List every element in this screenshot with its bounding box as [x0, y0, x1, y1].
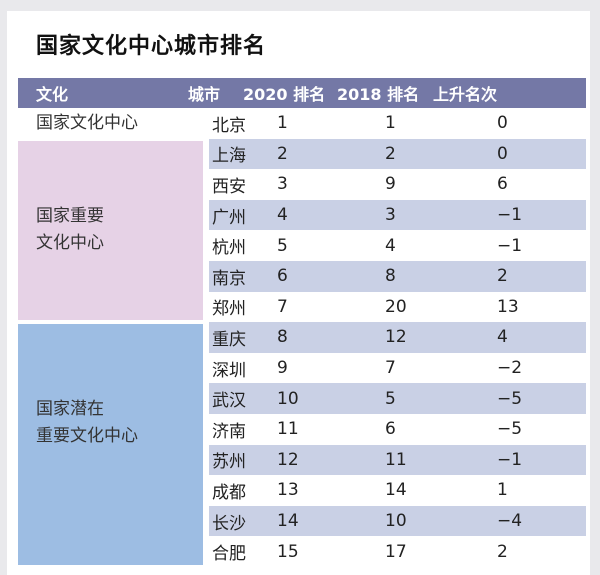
group-label-line: 文化中心 [36, 233, 104, 254]
cell-rank2020: 13 [277, 480, 299, 501]
table-row: 长沙 14 10 −4 [209, 505, 586, 537]
column-header-city: 城市 [188, 85, 221, 104]
cell-change: 0 [497, 143, 508, 164]
group-cell: 国家文化中心 [18, 108, 203, 139]
cell-city: 武汉 [212, 391, 246, 412]
group-cell: 国家潜在重要文化中心 [18, 324, 203, 565]
cell-rank2020: 10 [277, 388, 299, 409]
photo-edge-right [590, 0, 600, 575]
group-cell: 国家重要 文化中心 [18, 140, 203, 321]
cell-change: −2 [497, 358, 523, 379]
cell-rank2018: 10 [385, 511, 407, 532]
cell-rank2020: 9 [277, 358, 288, 379]
cell-rank2020: 2 [277, 143, 288, 164]
cell-change: 1 [497, 480, 508, 501]
cell-change: 13 [497, 296, 519, 317]
page-title: 国家文化中心城市排名 [36, 34, 267, 59]
cell-change: −4 [497, 511, 523, 532]
table-row: 郑州 7 20 13 [209, 292, 586, 323]
cell-rank2018: 14 [385, 480, 407, 501]
cell-rank2018: 3 [385, 205, 396, 226]
cell-city: 济南 [212, 421, 246, 442]
cell-city: 上海 [212, 146, 246, 167]
table-row: 成都 13 14 1 [209, 475, 586, 506]
column-header-change: 上升名次 [433, 85, 498, 104]
group-label-line: 重要文化中心 [36, 425, 138, 446]
cell-rank2020: 7 [277, 296, 288, 317]
cell-change: 2 [497, 541, 508, 562]
cell-rank2020: 3 [277, 174, 288, 195]
cell-city: 苏州 [212, 452, 246, 473]
cell-city: 重庆 [212, 329, 246, 350]
cell-change: 4 [497, 327, 508, 348]
table-header-row: 文化 城市 2020 排名 2018 排名 上升名次 [18, 78, 586, 108]
cell-change: −1 [497, 205, 523, 226]
table-row: 合肥 15 17 2 [209, 536, 586, 567]
table-row: 南京 6 8 2 [209, 260, 586, 292]
cell-city: 杭州 [212, 238, 246, 259]
cell-rank2018: 20 [385, 296, 407, 317]
table-row: 杭州 5 4 −1 [209, 230, 586, 261]
ranking-table: 文化 城市 2020 排名 2018 排名 上升名次 北京 1 1 0 上海 2 2 0 西安 3… [18, 78, 586, 565]
cell-rank2018: 9 [385, 174, 396, 195]
table-row: 重庆 8 12 4 [209, 322, 586, 353]
column-header-rank2020: 2020 排名 [243, 85, 326, 104]
cell-change: −1 [497, 235, 523, 256]
cell-rank2020: 11 [277, 419, 299, 440]
cell-city: 广州 [212, 207, 246, 228]
cell-city: 长沙 [212, 513, 246, 534]
photo-edge-left [0, 0, 7, 575]
cell-change: 6 [497, 174, 508, 195]
cell-rank2018: 8 [385, 266, 396, 287]
cell-rank2020: 12 [277, 449, 299, 470]
table-row: 武汉 10 5 −5 [209, 383, 586, 414]
cell-city: 郑州 [212, 299, 246, 320]
cell-rank2018: 4 [385, 235, 396, 256]
cell-rank2018: 5 [385, 388, 396, 409]
cell-change: 0 [497, 113, 508, 134]
cell-change: −1 [497, 449, 523, 470]
table-body: 北京 1 1 0 上海 2 2 0 西安 3 9 6 广州 4 3 −1 杭州 5 4 −1 南京 6 8 2 郑州 7 20 13 重… [18, 108, 586, 567]
table-row: 西安 3 9 6 [209, 169, 586, 200]
table-row: 北京 1 1 0 [209, 108, 586, 139]
table-row: 苏州 12 11 −1 [209, 444, 586, 476]
cell-city: 北京 [212, 115, 246, 136]
cell-rank2020: 14 [277, 511, 299, 532]
cell-city: 合肥 [212, 544, 246, 565]
cell-rank2020: 8 [277, 327, 288, 348]
group-label-line: 国家潜在 [36, 398, 104, 419]
cell-rank2018: 12 [385, 327, 407, 348]
cell-rank2018: 11 [385, 449, 407, 470]
cell-rank2020: 5 [277, 235, 288, 256]
cell-change: −5 [497, 419, 523, 440]
cell-city: 南京 [212, 268, 246, 289]
group-label-line: 国家重要 [36, 206, 104, 227]
cell-rank2020: 6 [277, 266, 288, 287]
cell-city: 深圳 [212, 360, 246, 381]
cell-rank2020: 15 [277, 541, 299, 562]
cell-rank2018: 1 [385, 113, 396, 134]
table-row: 上海 2 2 0 [209, 138, 586, 170]
table-row: 广州 4 3 −1 [209, 199, 586, 231]
cell-rank2020: 1 [277, 113, 288, 134]
column-header-culture: 文化 [36, 85, 69, 104]
cell-change: 2 [497, 266, 508, 287]
cell-rank2018: 17 [385, 541, 407, 562]
cell-city: 成都 [212, 482, 246, 503]
cell-city: 西安 [212, 176, 246, 197]
group-label-line: 国家文化中心 [36, 112, 138, 133]
table-row: 深圳 9 7 −2 [209, 353, 586, 384]
cell-rank2020: 4 [277, 205, 288, 226]
cell-rank2018: 7 [385, 358, 396, 379]
cell-rank2018: 6 [385, 419, 396, 440]
column-header-rank2018: 2018 排名 [337, 85, 420, 104]
table-row: 济南 11 6 −5 [209, 414, 586, 445]
photo-edge-top [0, 0, 600, 11]
cell-change: −5 [497, 388, 523, 409]
cell-rank2018: 2 [385, 143, 396, 164]
